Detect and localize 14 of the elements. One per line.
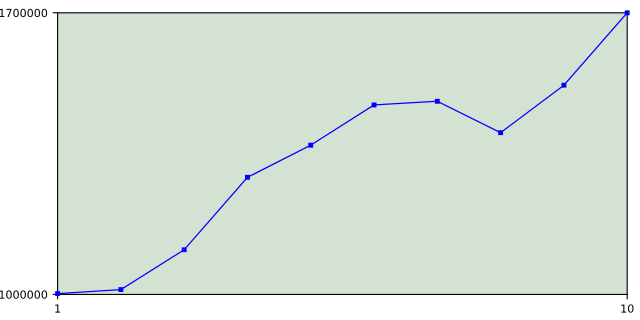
y-tick-label: 1000000 xyxy=(0,290,48,299)
point xyxy=(372,102,376,108)
point xyxy=(118,287,124,292)
point xyxy=(624,10,630,16)
point xyxy=(55,291,60,296)
y-tick-label: 1700000 xyxy=(0,8,48,18)
point xyxy=(434,98,440,104)
x-tick-label: 1 xyxy=(55,304,60,313)
point xyxy=(561,82,566,88)
x-tick-label: 10 xyxy=(621,304,634,313)
point xyxy=(245,174,250,180)
point xyxy=(498,130,504,136)
point xyxy=(182,247,187,252)
point xyxy=(308,142,314,148)
